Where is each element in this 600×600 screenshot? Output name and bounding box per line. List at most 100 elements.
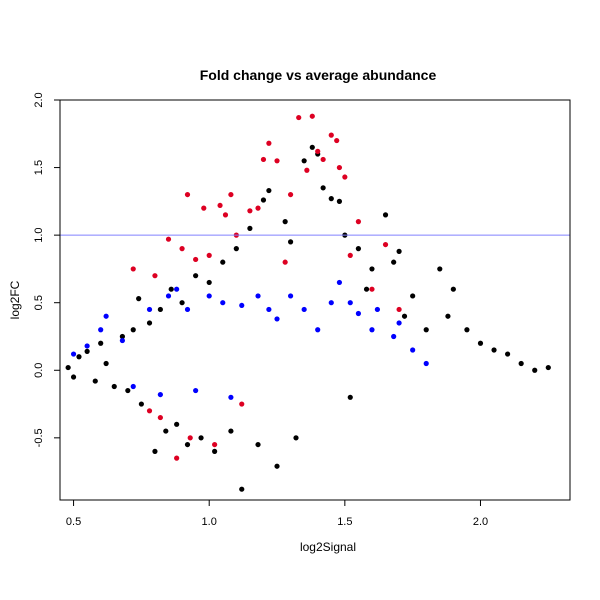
data-point — [266, 140, 272, 146]
data-point — [309, 144, 315, 150]
data-point — [70, 351, 77, 357]
data-point — [287, 239, 294, 245]
data-point — [309, 113, 315, 119]
data-point — [119, 337, 125, 344]
data-point — [239, 401, 245, 407]
data-point — [184, 191, 191, 198]
data-point — [84, 348, 90, 354]
data-point — [247, 225, 253, 231]
data-point — [152, 273, 158, 279]
data-point — [193, 256, 199, 263]
data-point — [396, 320, 402, 326]
data-point — [125, 387, 131, 394]
data-point — [396, 306, 402, 313]
data-point — [347, 252, 353, 259]
data-point — [274, 316, 280, 322]
y-tick-label: -0.5 — [33, 428, 45, 447]
data-point — [518, 360, 524, 367]
data-point — [198, 435, 204, 441]
data-point — [165, 293, 172, 299]
data-point — [217, 202, 223, 209]
data-point — [184, 306, 191, 313]
data-point — [193, 387, 199, 394]
data-point — [212, 448, 218, 454]
data-point — [201, 205, 207, 211]
data-point — [336, 164, 343, 171]
data-point — [464, 327, 470, 333]
data-point — [165, 236, 172, 242]
data-point — [98, 327, 104, 333]
data-point — [70, 374, 77, 380]
data-point — [391, 259, 397, 265]
y-tick-label: 2.0 — [33, 92, 45, 107]
data-point — [347, 394, 353, 400]
data-point — [163, 428, 169, 434]
data-point — [301, 158, 307, 164]
data-point — [146, 408, 153, 414]
data-point — [328, 300, 334, 306]
x-tick-label: 0.5 — [66, 516, 81, 528]
data-point — [293, 435, 299, 441]
data-point — [363, 286, 370, 292]
data-point — [220, 259, 226, 265]
y-tick-label: 1.0 — [33, 227, 45, 242]
data-point — [179, 246, 185, 252]
data-point — [206, 279, 212, 286]
data-point — [146, 320, 153, 326]
data-point — [423, 327, 429, 333]
data-point — [505, 351, 511, 357]
data-point — [179, 300, 185, 306]
data-point — [255, 441, 261, 448]
data-point — [239, 302, 245, 309]
data-point — [138, 401, 144, 407]
data-point — [477, 340, 484, 346]
data-point — [212, 441, 218, 448]
data-point — [320, 156, 326, 163]
data-point — [282, 219, 288, 225]
data-point — [130, 383, 136, 390]
data-point — [304, 167, 310, 173]
data-point — [119, 333, 125, 340]
data-point — [410, 347, 416, 353]
data-point — [111, 383, 117, 390]
data-point — [382, 241, 389, 248]
data-point — [157, 391, 163, 398]
data-point — [532, 367, 538, 373]
data-point — [274, 463, 280, 469]
data-point — [328, 196, 334, 202]
data-point — [382, 212, 389, 218]
data-point — [369, 286, 375, 292]
data-point — [157, 414, 163, 421]
x-axis: 0.5 1.0 1.5 2.0 — [66, 499, 488, 528]
data-point — [239, 486, 245, 492]
data-point — [266, 306, 272, 313]
data-point — [220, 300, 226, 306]
data-point — [255, 293, 261, 299]
data-point — [296, 114, 302, 121]
data-point — [410, 293, 416, 299]
data-point — [222, 212, 229, 218]
data-point — [233, 246, 239, 252]
data-point — [174, 421, 180, 427]
data-point — [130, 327, 136, 333]
data-point — [355, 219, 362, 225]
data-point — [336, 279, 343, 286]
x-tick-label: 2.0 — [473, 516, 488, 528]
data-point — [445, 313, 451, 319]
data-point — [347, 300, 353, 306]
data-point — [491, 347, 497, 353]
data-point — [369, 266, 375, 272]
data-point — [266, 187, 272, 194]
data-point — [184, 441, 191, 448]
data-point — [282, 259, 288, 265]
data-point — [84, 343, 90, 349]
data-point — [274, 158, 280, 164]
data-point — [315, 327, 321, 333]
data-point — [98, 340, 104, 346]
data-point — [328, 132, 334, 138]
data-point — [334, 137, 340, 144]
data-point — [65, 364, 71, 371]
data-point — [287, 293, 294, 299]
data-point — [247, 208, 253, 214]
